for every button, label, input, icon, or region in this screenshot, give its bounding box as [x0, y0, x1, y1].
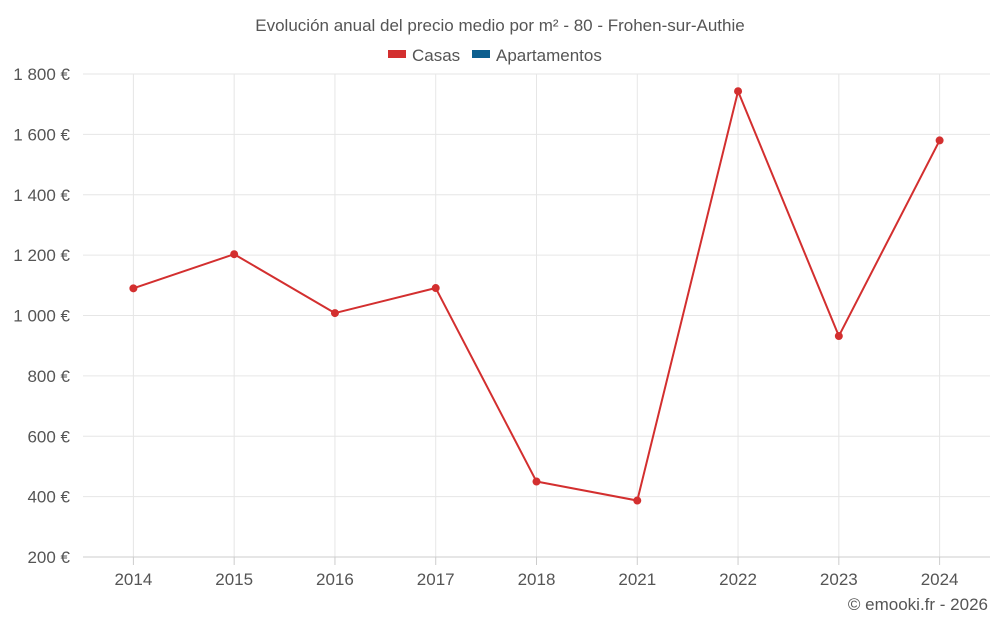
axes: 200 € 400 € 600 € 800 € 1 000 € 1 200 € 1 400 … [13, 65, 990, 589]
legend-item-casas[interactable]: Casas [388, 46, 460, 65]
x-tick-label: 2022 [719, 570, 757, 589]
data-point [230, 250, 239, 259]
data-point [431, 284, 440, 293]
x-tick-label: 2024 [921, 570, 959, 589]
data-point [532, 477, 541, 486]
y-tick-label: 600 € [27, 427, 70, 446]
x-tick-label: 2018 [518, 570, 556, 589]
legend-label-casas: Casas [412, 46, 460, 65]
y-tick-label: 1 000 € [13, 307, 70, 326]
y-tick-label: 200 € [27, 548, 70, 567]
data-point [633, 496, 642, 505]
legend-label-apartamentos: Apartamentos [496, 46, 602, 65]
x-tick-label: 2016 [316, 570, 354, 589]
y-tick-label: 1 400 € [13, 186, 70, 205]
y-tick-label: 1 200 € [13, 246, 70, 265]
legend: Casas Apartamentos [388, 46, 602, 65]
data-point [935, 136, 944, 145]
data-point [330, 309, 339, 318]
data-point [734, 87, 743, 96]
x-tick-label: 2023 [820, 570, 858, 589]
data-point [129, 284, 138, 293]
x-tick-label: 2014 [114, 570, 152, 589]
credit-text: © emooki.fr - 2026 [848, 595, 988, 614]
x-tick-label: 2015 [215, 570, 253, 589]
x-tick-label: 2017 [417, 570, 455, 589]
legend-swatch-casas [388, 50, 406, 58]
y-tick-label: 1 800 € [13, 65, 70, 84]
y-tick-label: 1 600 € [13, 125, 70, 144]
x-tick-label: 2021 [618, 570, 656, 589]
legend-item-apartamentos[interactable]: Apartamentos [472, 46, 602, 65]
y-tick-label: 800 € [27, 367, 70, 386]
data-point [834, 332, 843, 341]
chart-title: Evolución anual del precio medio por m² … [255, 16, 744, 35]
series-layer [129, 87, 944, 505]
y-tick-label: 400 € [27, 488, 70, 507]
legend-swatch-apartamentos [472, 50, 490, 58]
